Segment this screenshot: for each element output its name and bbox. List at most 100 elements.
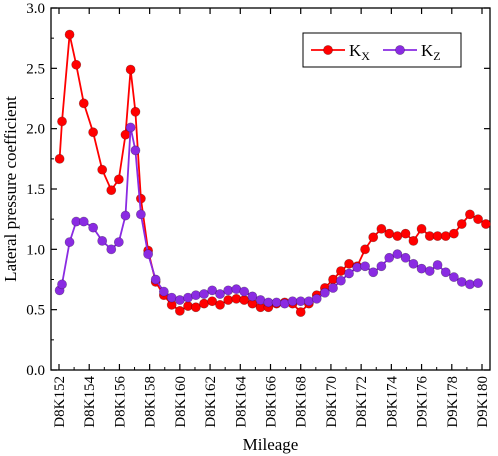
data-point <box>384 252 395 263</box>
x-tick-label: D8K170 <box>324 376 340 428</box>
data-point <box>166 292 177 303</box>
data-point <box>150 274 161 285</box>
data-point <box>424 266 435 276</box>
data-point <box>440 267 451 278</box>
series-kz <box>54 122 483 309</box>
y-tick-label: 2.0 <box>26 122 45 138</box>
data-point <box>319 287 330 298</box>
legend-marker <box>323 45 333 55</box>
x-tick-label: D8K162 <box>203 376 219 428</box>
data-point <box>449 228 459 239</box>
data-point <box>71 59 82 70</box>
data-point <box>199 298 209 309</box>
data-point <box>408 258 419 269</box>
x-tick-label: D8K166 <box>264 376 280 428</box>
data-point <box>215 299 225 310</box>
x-axis-title: Mileage <box>243 435 299 454</box>
data-point <box>199 289 209 299</box>
data-point <box>456 219 467 229</box>
data-point <box>408 235 419 246</box>
data-point <box>125 64 136 75</box>
data-point <box>295 296 306 307</box>
data-point <box>207 285 218 296</box>
x-tick-label: D8K152 <box>52 376 68 428</box>
legend-label: KX <box>349 41 370 63</box>
data-point <box>247 291 258 302</box>
data-point <box>135 193 146 204</box>
data-point <box>376 223 387 234</box>
series-kx <box>54 29 491 317</box>
data-point <box>344 258 354 269</box>
axes: 0.0 0.5 1.0 1.5 2.0 2.5 3.0 D8K152 D8K154 D8K156 D… <box>26 1 491 428</box>
legend-item-kx: KX <box>311 41 370 63</box>
data-point <box>130 145 141 156</box>
data-point <box>207 296 218 307</box>
legend: KX KZ <box>302 32 462 68</box>
data-point <box>263 297 274 308</box>
data-point <box>125 122 136 133</box>
data-point <box>368 232 379 243</box>
data-point <box>78 216 89 227</box>
data-point <box>416 223 427 234</box>
data-point <box>64 29 75 40</box>
data-point <box>120 210 131 221</box>
y-tick-label: 1.0 <box>26 242 45 258</box>
data-point <box>143 249 154 260</box>
data-point <box>174 295 185 305</box>
y-tick-label: 1.5 <box>26 182 45 198</box>
data-point <box>106 244 117 255</box>
data-point <box>335 275 346 286</box>
data-point <box>311 293 322 304</box>
data-point <box>456 277 467 287</box>
data-point <box>88 127 99 138</box>
x-tick-label: D8K160 <box>173 376 189 428</box>
data-point <box>174 305 185 316</box>
data-point <box>88 222 99 233</box>
y-tick-label: 3.0 <box>26 1 45 17</box>
data-point <box>360 261 370 272</box>
data-point <box>113 174 124 185</box>
y-axis-title: Lateral pressure coefficient <box>1 96 20 282</box>
data-point <box>130 106 141 117</box>
data-point <box>328 283 338 293</box>
data-point <box>344 268 354 279</box>
data-point <box>97 164 108 175</box>
data-point <box>57 279 67 290</box>
y-tick-label: 2.5 <box>26 61 45 77</box>
data-point <box>440 231 451 241</box>
x-tick-label: D8K174 <box>384 376 400 428</box>
x-tick-label: D8K154 <box>82 376 98 428</box>
data-point <box>271 297 282 308</box>
x-tick-label: D8K164 <box>233 376 249 428</box>
x-tick-label: D8K156 <box>112 376 128 428</box>
data-point <box>432 260 443 270</box>
data-point <box>135 209 146 220</box>
x-tick-label: D9K178 <box>445 376 461 428</box>
x-tick-label: D8K158 <box>143 376 159 428</box>
data-point <box>57 116 67 127</box>
data-point <box>113 237 124 247</box>
data-point <box>54 153 65 164</box>
data-point <box>158 286 169 297</box>
data-point <box>376 261 387 272</box>
data-point <box>190 290 201 301</box>
data-point <box>400 228 411 239</box>
data-point <box>416 263 427 274</box>
data-point <box>368 267 379 278</box>
data-point <box>473 214 483 225</box>
data-point <box>215 289 225 299</box>
data-point <box>400 252 411 263</box>
data-point <box>432 231 443 241</box>
x-tick-label: D8K172 <box>354 376 370 428</box>
data-point <box>223 285 234 296</box>
data-point <box>335 266 346 276</box>
legend-item-kz: KZ <box>383 41 441 63</box>
data-point <box>287 296 298 307</box>
data-point <box>384 228 395 239</box>
data-point <box>239 295 250 305</box>
data-point <box>239 286 250 297</box>
data-point <box>295 307 306 317</box>
data-point <box>473 278 483 289</box>
data-point <box>78 98 89 109</box>
